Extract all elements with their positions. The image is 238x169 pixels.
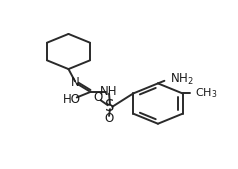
Text: CH$_3$: CH$_3$	[195, 87, 217, 100]
Text: N: N	[70, 76, 79, 89]
Text: HO: HO	[63, 92, 81, 105]
Text: O: O	[104, 112, 114, 125]
Text: O: O	[93, 91, 103, 104]
Text: NH$_2$: NH$_2$	[170, 72, 194, 87]
Text: NH: NH	[100, 85, 118, 98]
Text: S: S	[105, 99, 115, 114]
